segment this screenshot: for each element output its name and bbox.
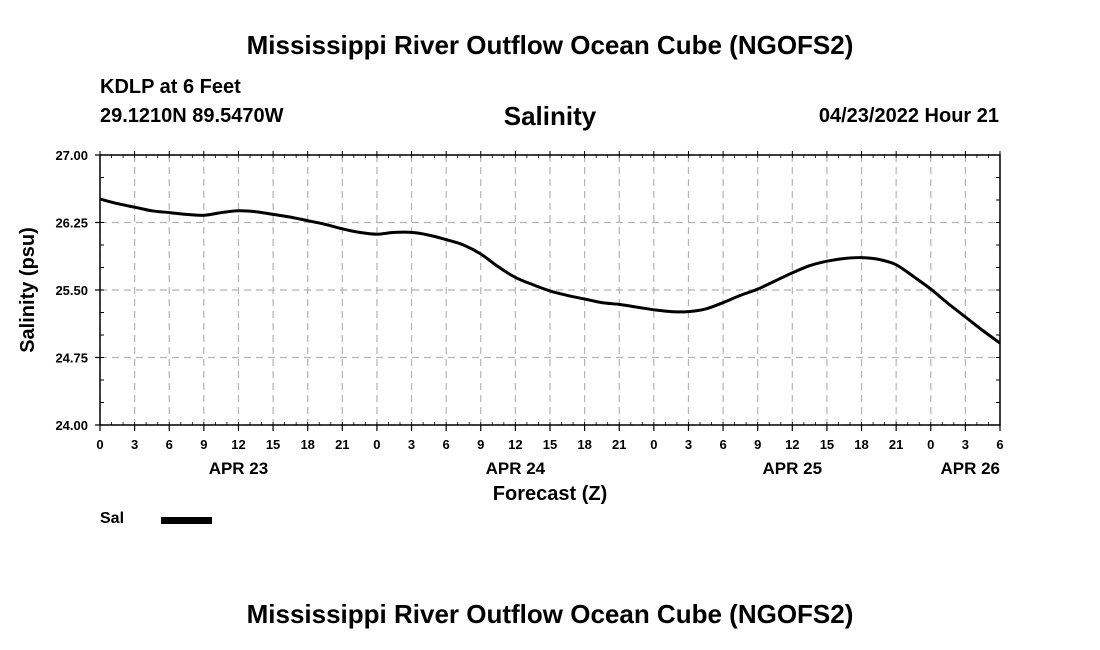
station-coordinates: 29.1210N 89.5470W bbox=[100, 105, 284, 127]
x-tick-label: 0 bbox=[373, 437, 380, 452]
x-tick-label: 3 bbox=[685, 437, 692, 452]
x-tick-label: 0 bbox=[96, 437, 103, 452]
x-tick-label: 12 bbox=[785, 437, 799, 452]
run-time: 04/23/2022 Hour 21 bbox=[818, 105, 999, 127]
x-tick-label: 9 bbox=[477, 437, 484, 452]
series-line-sal bbox=[99, 197, 1001, 345]
date-label: APR 25 bbox=[763, 459, 823, 478]
x-tick-label: 0 bbox=[927, 437, 934, 452]
series-layer bbox=[99, 197, 1001, 345]
x-tick-label: 12 bbox=[231, 437, 245, 452]
y-axis-title: Salinity (psu) bbox=[17, 227, 39, 353]
x-tick-label: 21 bbox=[612, 437, 626, 452]
date-label: APR 23 bbox=[209, 459, 269, 478]
chart-main-title: Mississippi River Outflow Ocean Cube (NG… bbox=[246, 30, 854, 60]
x-tick-label: 6 bbox=[996, 437, 1003, 452]
footer-title: Mississippi River Outflow Ocean Cube (NG… bbox=[246, 599, 854, 629]
x-tick-label: 3 bbox=[408, 437, 415, 452]
y-tick-label: 24.75 bbox=[55, 351, 88, 366]
x-tick-label: 15 bbox=[266, 437, 280, 452]
x-tick-label: 3 bbox=[962, 437, 969, 452]
x-tick-label: 12 bbox=[508, 437, 522, 452]
x-tick-label: 18 bbox=[577, 437, 591, 452]
x-tick-label: 9 bbox=[754, 437, 761, 452]
x-tick-label: 3 bbox=[131, 437, 138, 452]
plot-frame bbox=[99, 154, 1001, 426]
legend-swatch bbox=[161, 517, 212, 524]
x-tick-label: 6 bbox=[443, 437, 450, 452]
legend-label: Sal bbox=[100, 510, 125, 527]
y-tick-label: 27.00 bbox=[55, 148, 88, 163]
x-tick-label: 18 bbox=[854, 437, 868, 452]
x-tick-label: 15 bbox=[820, 437, 834, 452]
y-tick-label: 24.00 bbox=[55, 418, 88, 433]
x-tick-label: 0 bbox=[650, 437, 657, 452]
date-label: APR 26 bbox=[940, 459, 1000, 478]
x-tick-label: 18 bbox=[300, 437, 314, 452]
x-tick-label: 15 bbox=[543, 437, 557, 452]
date-label: APR 24 bbox=[486, 459, 546, 478]
station-name: KDLP at 6 Feet bbox=[100, 76, 241, 98]
x-tick-label: 9 bbox=[200, 437, 207, 452]
x-tick-label: 6 bbox=[719, 437, 726, 452]
x-tick-label: 6 bbox=[166, 437, 173, 452]
x-tick-label: 21 bbox=[889, 437, 903, 452]
x-axis-title: Forecast (Z) bbox=[493, 483, 607, 505]
x-tick-label: 21 bbox=[335, 437, 349, 452]
axis-labels: 27.00 26.25 25.50 24.75 24.00 0 3 6 9 12 15 18 21 0 3 6… bbox=[55, 148, 1003, 478]
y-tick-label: 25.50 bbox=[55, 283, 88, 298]
y-tick-label: 26.25 bbox=[55, 216, 88, 231]
variable-title: Salinity bbox=[503, 101, 597, 131]
